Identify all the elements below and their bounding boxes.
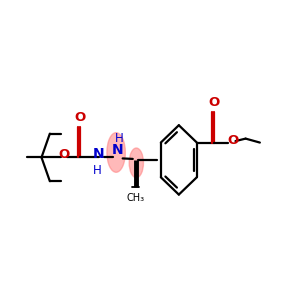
Text: H: H — [93, 164, 102, 177]
Text: O: O — [227, 134, 238, 147]
Text: CH₃: CH₃ — [127, 193, 145, 203]
Text: O: O — [74, 111, 86, 124]
Text: O: O — [59, 148, 70, 161]
Text: H: H — [115, 132, 124, 145]
Text: N: N — [93, 148, 104, 161]
Ellipse shape — [129, 148, 143, 178]
Text: N: N — [112, 142, 124, 157]
Ellipse shape — [107, 133, 125, 172]
Text: O: O — [208, 96, 220, 110]
